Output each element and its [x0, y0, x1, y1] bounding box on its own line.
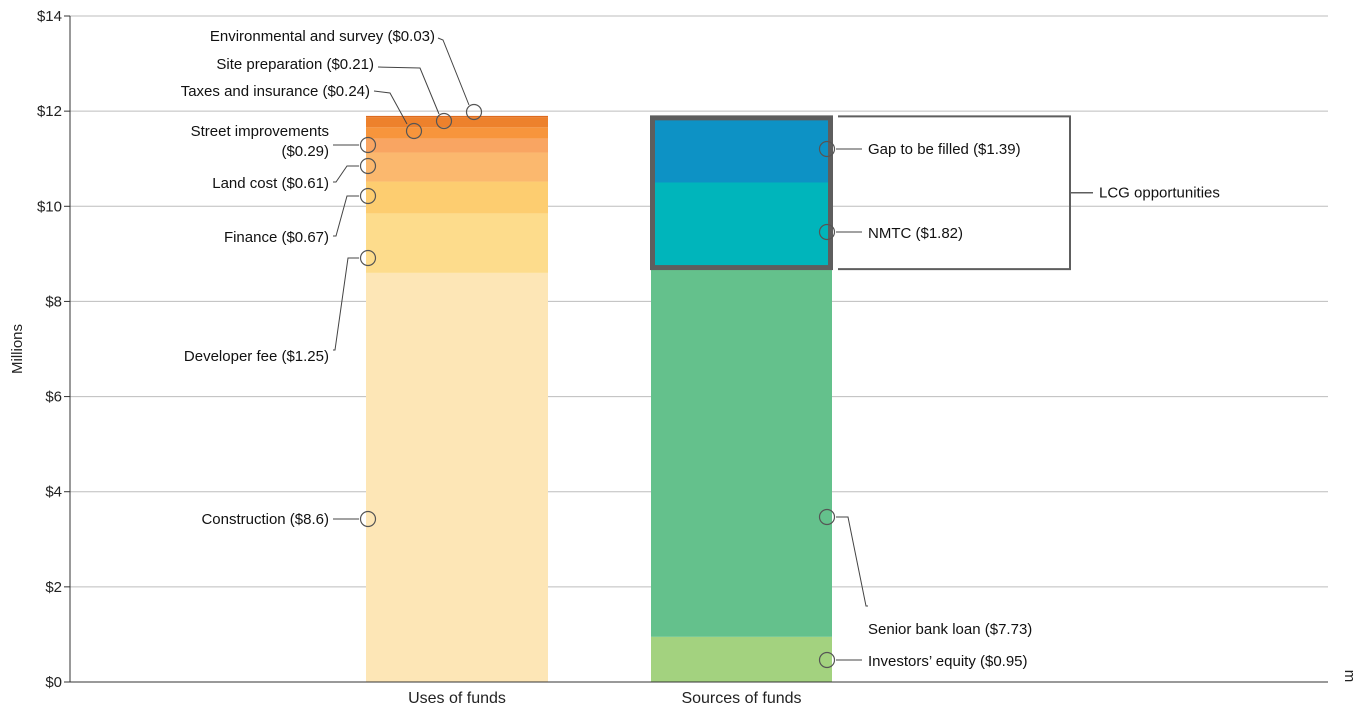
source-label: Investors’ equity ($0.95) — [868, 653, 1028, 670]
use-label: Land cost ($0.61) — [212, 175, 329, 192]
side-mark: m — [1341, 670, 1354, 683]
y-tick-label: $14 — [37, 8, 62, 25]
x-category-label: Sources of funds — [681, 690, 801, 707]
source-label: Senior bank loan ($7.73) — [868, 621, 1032, 638]
bar-segment-uses — [366, 213, 548, 273]
callout-marker — [405, 122, 423, 140]
axes: $0 $2 $4 $6 $8 $10 $12 $14 Millions Uses of funds… — [9, 8, 1328, 707]
use-label: Finance ($0.67) — [224, 229, 329, 246]
bar-segment-uses — [366, 272, 548, 682]
callout-line — [333, 257, 359, 351]
bars — [366, 115, 832, 682]
callout-line — [373, 90, 408, 125]
use-label: ($0.29) — [281, 143, 329, 160]
y-axis-label: Millions — [9, 324, 26, 374]
bar-segment-sources — [651, 636, 832, 682]
use-label: Environmental and survey ($0.03) — [210, 28, 435, 45]
x-category-label: Uses of funds — [408, 690, 506, 707]
callout-marker — [818, 508, 836, 526]
lcg-box — [650, 115, 833, 271]
y-tick-label: $2 — [45, 579, 62, 596]
use-label: Developer fee ($1.25) — [184, 348, 329, 365]
callout-marker — [435, 112, 453, 130]
lcg-bracket — [838, 115, 1071, 271]
callout-line — [437, 37, 470, 106]
callout-marker — [359, 187, 377, 205]
y-tick-label: $4 — [45, 484, 62, 501]
callout-marker — [359, 249, 377, 267]
bar-segment-uses — [366, 152, 548, 182]
callout-line — [836, 516, 868, 607]
use-label: Site preparation ($0.21) — [216, 56, 374, 73]
callout-marker — [818, 651, 836, 669]
bar-segment-uses — [366, 127, 548, 139]
callout-marker — [465, 103, 483, 121]
use-label: Taxes and insurance ($0.24) — [181, 83, 370, 100]
callout-marker — [359, 136, 377, 154]
source-label: NMTC ($1.82) — [868, 225, 963, 242]
y-tick-label: $12 — [37, 103, 62, 120]
y-tick-label: $6 — [45, 389, 62, 406]
lcg-label: LCG opportunities — [1099, 185, 1220, 202]
callout-marker — [359, 510, 377, 528]
bar-segment-uses — [366, 181, 548, 214]
callout-marker — [818, 223, 836, 241]
bar-segment-uses — [366, 117, 548, 128]
y-tick-label: $8 — [45, 293, 62, 310]
annotations: LCG opportunities Construction ($8.6) Deve… — [181, 28, 1354, 682]
callout-line — [333, 195, 359, 237]
y-tick-label: $0 — [45, 674, 62, 691]
callout-line — [333, 165, 359, 183]
y-tick-label: $10 — [37, 198, 62, 215]
use-label: Construction ($8.6) — [201, 511, 329, 528]
bar-segment-uses — [366, 115, 548, 118]
callout-line — [377, 66, 440, 115]
use-label: Street improvements — [191, 123, 329, 140]
bar-segment-uses — [366, 138, 548, 153]
bar-segment-sources — [651, 116, 832, 183]
bar-segment-sources — [651, 269, 832, 637]
source-label: Gap to be filled ($1.39) — [868, 141, 1021, 158]
bar-segment-sources — [651, 182, 832, 270]
callout-marker — [818, 140, 836, 158]
callout-marker — [359, 157, 377, 175]
